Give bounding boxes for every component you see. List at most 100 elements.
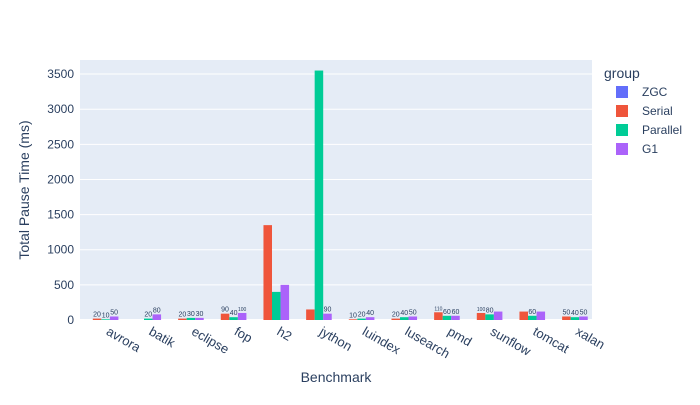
bar-parallel-lusearch[interactable] bbox=[400, 317, 409, 320]
y-axis-title: Total Pause Time (ms) bbox=[16, 120, 32, 259]
x-tick-label-tomcat: tomcat bbox=[531, 324, 573, 357]
x-tick-label-luindex: luindex bbox=[360, 324, 404, 358]
bar-g1-sunflow[interactable] bbox=[493, 311, 503, 320]
bar-parallel-avrora[interactable] bbox=[101, 319, 110, 320]
y-tick-label: 1000 bbox=[47, 243, 74, 257]
bars bbox=[92, 70, 588, 320]
x-tick-label-sunflow: sunflow bbox=[488, 324, 534, 359]
bar-value-label: 80 bbox=[486, 307, 494, 314]
bar-value-label: 40 bbox=[400, 310, 408, 317]
bar-g1-lusearch[interactable] bbox=[408, 316, 418, 320]
y-tick-label: 0 bbox=[67, 313, 74, 327]
x-tick-label-avrora: avrora bbox=[104, 324, 144, 356]
bar-value-label: 60 bbox=[443, 309, 451, 316]
bar-value-label: 10 bbox=[102, 312, 110, 319]
legend-label-zgc: ZGC bbox=[642, 85, 668, 99]
legend-item-g1[interactable]: G1 bbox=[616, 142, 658, 156]
bar-serial-pmd[interactable] bbox=[434, 312, 443, 320]
bar-parallel-eclipse[interactable] bbox=[186, 317, 196, 320]
bar-value-label: 30 bbox=[196, 311, 204, 318]
bar-value-label: 40 bbox=[230, 310, 238, 317]
plot-background bbox=[80, 60, 592, 320]
bar-value-label: 100 bbox=[477, 307, 486, 313]
legend-item-zgc[interactable]: ZGC bbox=[616, 85, 668, 99]
bar-parallel-batik[interactable] bbox=[144, 318, 153, 320]
gridlines bbox=[80, 73, 592, 321]
bar-value-label: 100 bbox=[238, 307, 247, 313]
x-tick-label-eclipse: eclipse bbox=[189, 324, 232, 357]
bar-value-label: 60 bbox=[452, 309, 460, 316]
bar-value-label: 40 bbox=[366, 310, 374, 317]
bar-value-label: 20 bbox=[179, 312, 187, 319]
x-tick-label-lusearch: lusearch bbox=[403, 324, 453, 362]
bar-value-label: 20 bbox=[358, 312, 366, 319]
bar-parallel-sunflow[interactable] bbox=[485, 314, 494, 320]
bar-g1-fop[interactable] bbox=[237, 312, 247, 320]
legend-label-g1: G1 bbox=[642, 142, 658, 156]
legend-item-serial[interactable]: Serial bbox=[616, 104, 673, 118]
bar-g1-xalan[interactable] bbox=[579, 316, 588, 320]
bar-serial-xalan[interactable] bbox=[562, 316, 571, 320]
legend-swatch-g1 bbox=[616, 143, 628, 155]
x-tick-label-fop: fop bbox=[232, 324, 255, 346]
bar-parallel-luindex[interactable] bbox=[357, 318, 366, 320]
legend-title: group bbox=[604, 65, 640, 81]
y-axis-ticks: 0 500 1000 1500 2000 2500 3000 3500 bbox=[47, 67, 74, 327]
bar-serial-luindex[interactable] bbox=[348, 319, 358, 320]
legend-swatch-parallel bbox=[616, 124, 628, 136]
bar-g1-jython[interactable] bbox=[323, 313, 332, 320]
bar-parallel-fop[interactable] bbox=[229, 317, 238, 320]
bar-value-label: 80 bbox=[153, 307, 161, 314]
bar-value-label: 50 bbox=[563, 309, 571, 316]
bar-g1-luindex[interactable] bbox=[365, 317, 375, 320]
bar-value-label: 110 bbox=[434, 306, 442, 312]
bar-value-label: 10 bbox=[349, 312, 357, 319]
bar-parallel-pmd[interactable] bbox=[442, 315, 452, 320]
bar-parallel-tomcat[interactable] bbox=[528, 315, 537, 320]
bar-value-label: 90 bbox=[221, 307, 229, 314]
y-tick-label: 1500 bbox=[47, 208, 74, 222]
x-tick-label-jython: jython bbox=[316, 323, 354, 354]
bar-serial-lusearch[interactable] bbox=[391, 318, 400, 320]
bar-g1-pmd[interactable] bbox=[451, 315, 460, 320]
x-tick-label-xalan: xalan bbox=[573, 324, 607, 353]
legend-swatch-serial bbox=[616, 105, 628, 117]
bar-serial-eclipse[interactable] bbox=[178, 318, 187, 320]
x-axis-title: Benchmark bbox=[301, 369, 373, 385]
x-axis-ticks: avrora batik eclipse fop h2 jython luindex luse… bbox=[104, 323, 608, 361]
bar-serial-avrora[interactable] bbox=[92, 318, 102, 320]
bar-parallel-h2[interactable] bbox=[272, 291, 281, 320]
y-tick-label: 500 bbox=[54, 278, 74, 292]
bar-serial-h2[interactable] bbox=[263, 225, 272, 320]
legend-swatch-zgc bbox=[616, 86, 628, 98]
x-tick-label-h2: h2 bbox=[275, 324, 295, 344]
bar-serial-fop[interactable] bbox=[220, 313, 230, 320]
bar-value-label: 50 bbox=[409, 309, 417, 316]
bar-serial-jython[interactable] bbox=[306, 309, 315, 320]
bar-g1-tomcat[interactable] bbox=[536, 311, 546, 320]
bar-value-label: 60 bbox=[528, 309, 536, 316]
x-tick-label-batik: batik bbox=[147, 324, 179, 351]
bar-value-label: 50 bbox=[580, 309, 588, 316]
bar-value-label: 30 bbox=[187, 311, 195, 318]
legend-item-parallel[interactable]: Parallel bbox=[616, 123, 682, 137]
bar-g1-batik[interactable] bbox=[152, 314, 162, 320]
bar-parallel-xalan[interactable] bbox=[570, 317, 580, 320]
y-tick-label: 2000 bbox=[47, 172, 74, 186]
y-tick-label: 3500 bbox=[47, 67, 74, 81]
bar-g1-eclipse[interactable] bbox=[195, 317, 204, 320]
legend: ZGC Serial Parallel G1 bbox=[616, 85, 682, 156]
bar-value-label: 40 bbox=[571, 310, 579, 317]
bar-g1-avrora[interactable] bbox=[109, 316, 119, 320]
bar-serial-tomcat[interactable] bbox=[519, 311, 528, 320]
bar-g1-h2[interactable] bbox=[280, 284, 290, 320]
bar-value-label: 20 bbox=[144, 312, 152, 319]
y-tick-label: 3000 bbox=[47, 102, 74, 116]
bar-parallel-jython[interactable] bbox=[314, 70, 324, 320]
bar-value-label: 20 bbox=[93, 312, 101, 319]
bar-serial-sunflow[interactable] bbox=[476, 312, 486, 320]
legend-label-parallel: Parallel bbox=[642, 123, 682, 137]
